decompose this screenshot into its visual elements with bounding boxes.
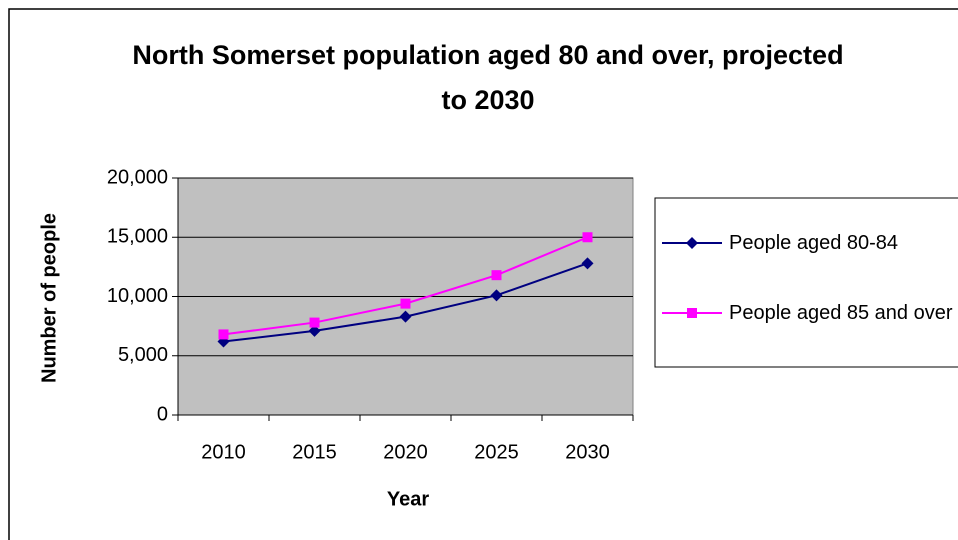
legend-label: People aged 80-84 — [729, 231, 899, 254]
marker — [308, 324, 321, 337]
legend-marker — [686, 237, 698, 249]
x-tick-label: 2010 — [201, 441, 246, 463]
x-tick-label: 2015 — [292, 441, 337, 463]
marker — [399, 310, 412, 323]
y-tick-label: 20,000 — [107, 166, 168, 188]
y-tick-label: 15,000 — [107, 226, 168, 248]
y-axis-label: Number of people — [38, 213, 60, 383]
y-tick-label: 10,000 — [107, 285, 168, 307]
x-axis-label: Year — [387, 488, 429, 510]
chart-title: North Somerset population aged 80 and ov… — [132, 40, 844, 115]
legend-box — [654, 197, 958, 368]
marker — [218, 329, 229, 340]
marker — [581, 257, 594, 270]
x-tick-label: 2025 — [474, 441, 519, 463]
legend-label: People aged 85 and over — [729, 301, 953, 324]
y-tick-label: 5,000 — [118, 344, 168, 366]
marker — [582, 232, 593, 243]
marker — [309, 317, 320, 328]
y-tick-label: 0 — [157, 403, 168, 425]
marker — [400, 298, 411, 309]
marker — [490, 289, 503, 302]
marker — [491, 270, 502, 281]
x-tick-label: 2030 — [565, 441, 610, 463]
x-tick-label: 2020 — [383, 441, 428, 463]
legend-marker — [687, 308, 697, 318]
